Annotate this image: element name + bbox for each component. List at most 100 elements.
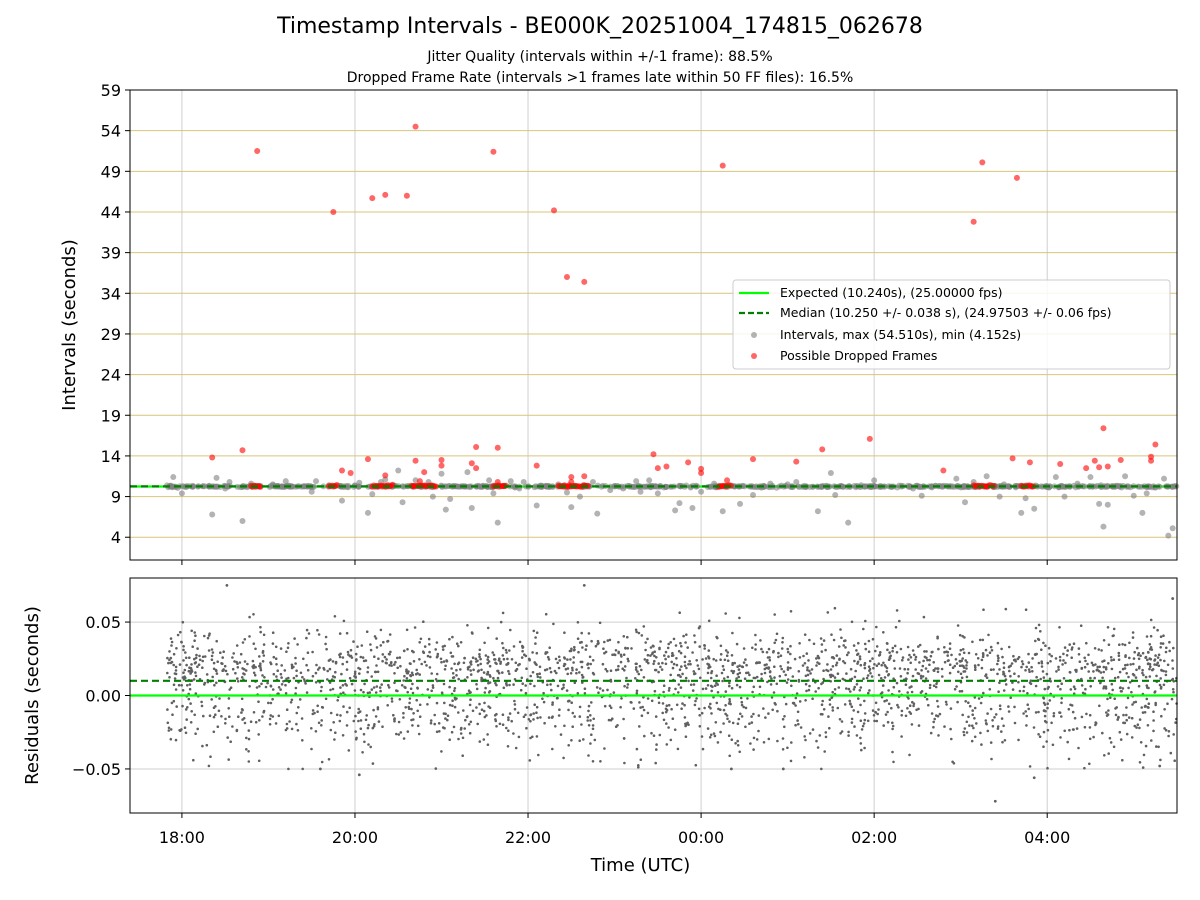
residual-point <box>1153 691 1156 694</box>
residual-point <box>1041 670 1045 673</box>
residual-point <box>534 662 537 665</box>
residual-point <box>986 654 989 657</box>
residual-point <box>734 742 737 745</box>
interval-point <box>750 491 757 498</box>
residual-point <box>592 673 596 676</box>
residual-point <box>728 684 731 688</box>
residual-point <box>1021 662 1025 666</box>
dropped-frame-point <box>568 474 575 481</box>
residual-point <box>1128 656 1131 660</box>
residual-point <box>637 672 641 676</box>
residual-point <box>669 641 672 644</box>
residual-point <box>739 712 742 716</box>
residual-point <box>659 640 662 643</box>
residual-point <box>1107 662 1110 665</box>
residual-point <box>331 660 335 663</box>
residual-point <box>208 714 212 717</box>
residual-point <box>684 676 688 680</box>
residual-point <box>168 676 171 679</box>
residual-point <box>855 734 859 737</box>
residual-point <box>1154 701 1157 705</box>
residual-point <box>442 660 446 663</box>
residual-point <box>745 671 748 675</box>
residual-point <box>1173 759 1176 762</box>
residual-point <box>248 615 251 619</box>
residual-point <box>271 631 275 634</box>
residual-point <box>398 698 402 701</box>
residual-point <box>695 697 698 700</box>
residual-point <box>357 707 361 711</box>
interval-point <box>767 480 774 487</box>
residual-point <box>1138 726 1141 730</box>
residual-point <box>404 706 408 709</box>
residual-point <box>586 719 589 722</box>
residual-point <box>553 669 557 673</box>
residual-point <box>910 685 913 688</box>
residual-point <box>786 666 790 669</box>
residual-point <box>677 683 681 686</box>
residual-point <box>495 725 498 728</box>
residual-point <box>943 660 947 664</box>
residual-point <box>1073 687 1077 691</box>
residual-point <box>1150 648 1154 651</box>
residual-point <box>730 669 733 673</box>
residual-point <box>380 683 384 686</box>
residual-point <box>818 734 822 737</box>
residual-point <box>926 658 929 662</box>
residual-point <box>1151 668 1154 672</box>
dropped-frame-point <box>940 467 947 474</box>
residual-point <box>441 648 445 651</box>
residual-point <box>1147 686 1150 690</box>
residual-point <box>784 702 788 706</box>
residual-point <box>894 625 898 629</box>
residual-point <box>635 691 639 695</box>
residual-point <box>452 725 456 729</box>
residual-point <box>683 655 687 658</box>
residual-point <box>385 661 388 665</box>
residual-point <box>764 716 767 719</box>
residual-point <box>595 686 599 689</box>
residual-point <box>1072 685 1076 688</box>
residual-point <box>453 696 457 700</box>
residual-point <box>562 683 565 687</box>
residual-point <box>512 732 515 735</box>
residual-point <box>948 642 952 645</box>
residual-point <box>524 691 528 695</box>
residual-point <box>1032 726 1036 729</box>
residual-point <box>891 721 894 725</box>
residual-point <box>347 749 351 752</box>
dropped-frame-point <box>819 446 826 453</box>
residual-point <box>805 652 809 655</box>
residual-point <box>241 641 245 644</box>
residual-point <box>953 687 957 691</box>
residual-point <box>1049 680 1052 683</box>
residual-point <box>169 728 173 731</box>
interval-point <box>442 506 449 513</box>
residual-point <box>1062 652 1065 656</box>
residual-point <box>1043 687 1047 691</box>
residual-point <box>758 661 761 664</box>
residual-point <box>980 658 984 662</box>
residual-point <box>1141 651 1145 655</box>
interval-point <box>698 488 705 495</box>
residual-point <box>726 717 729 721</box>
residual-point <box>318 666 321 669</box>
residual-point <box>1089 685 1092 688</box>
residual-point <box>1018 689 1022 693</box>
residual-point <box>892 659 896 663</box>
residual-point <box>398 656 402 659</box>
residual-point <box>1126 696 1130 700</box>
residual-point <box>934 667 937 670</box>
residual-point <box>572 661 575 664</box>
residual-point <box>1146 658 1149 662</box>
residual-point <box>772 649 775 653</box>
residual-point <box>402 711 405 715</box>
dropped-frame-point <box>970 218 977 225</box>
residual-point <box>951 666 955 669</box>
residual-point <box>1002 661 1006 665</box>
residual-point <box>259 625 262 629</box>
residual-point <box>582 738 585 741</box>
residual-point <box>601 662 605 666</box>
residual-point <box>1121 643 1124 646</box>
residual-point <box>455 642 459 645</box>
